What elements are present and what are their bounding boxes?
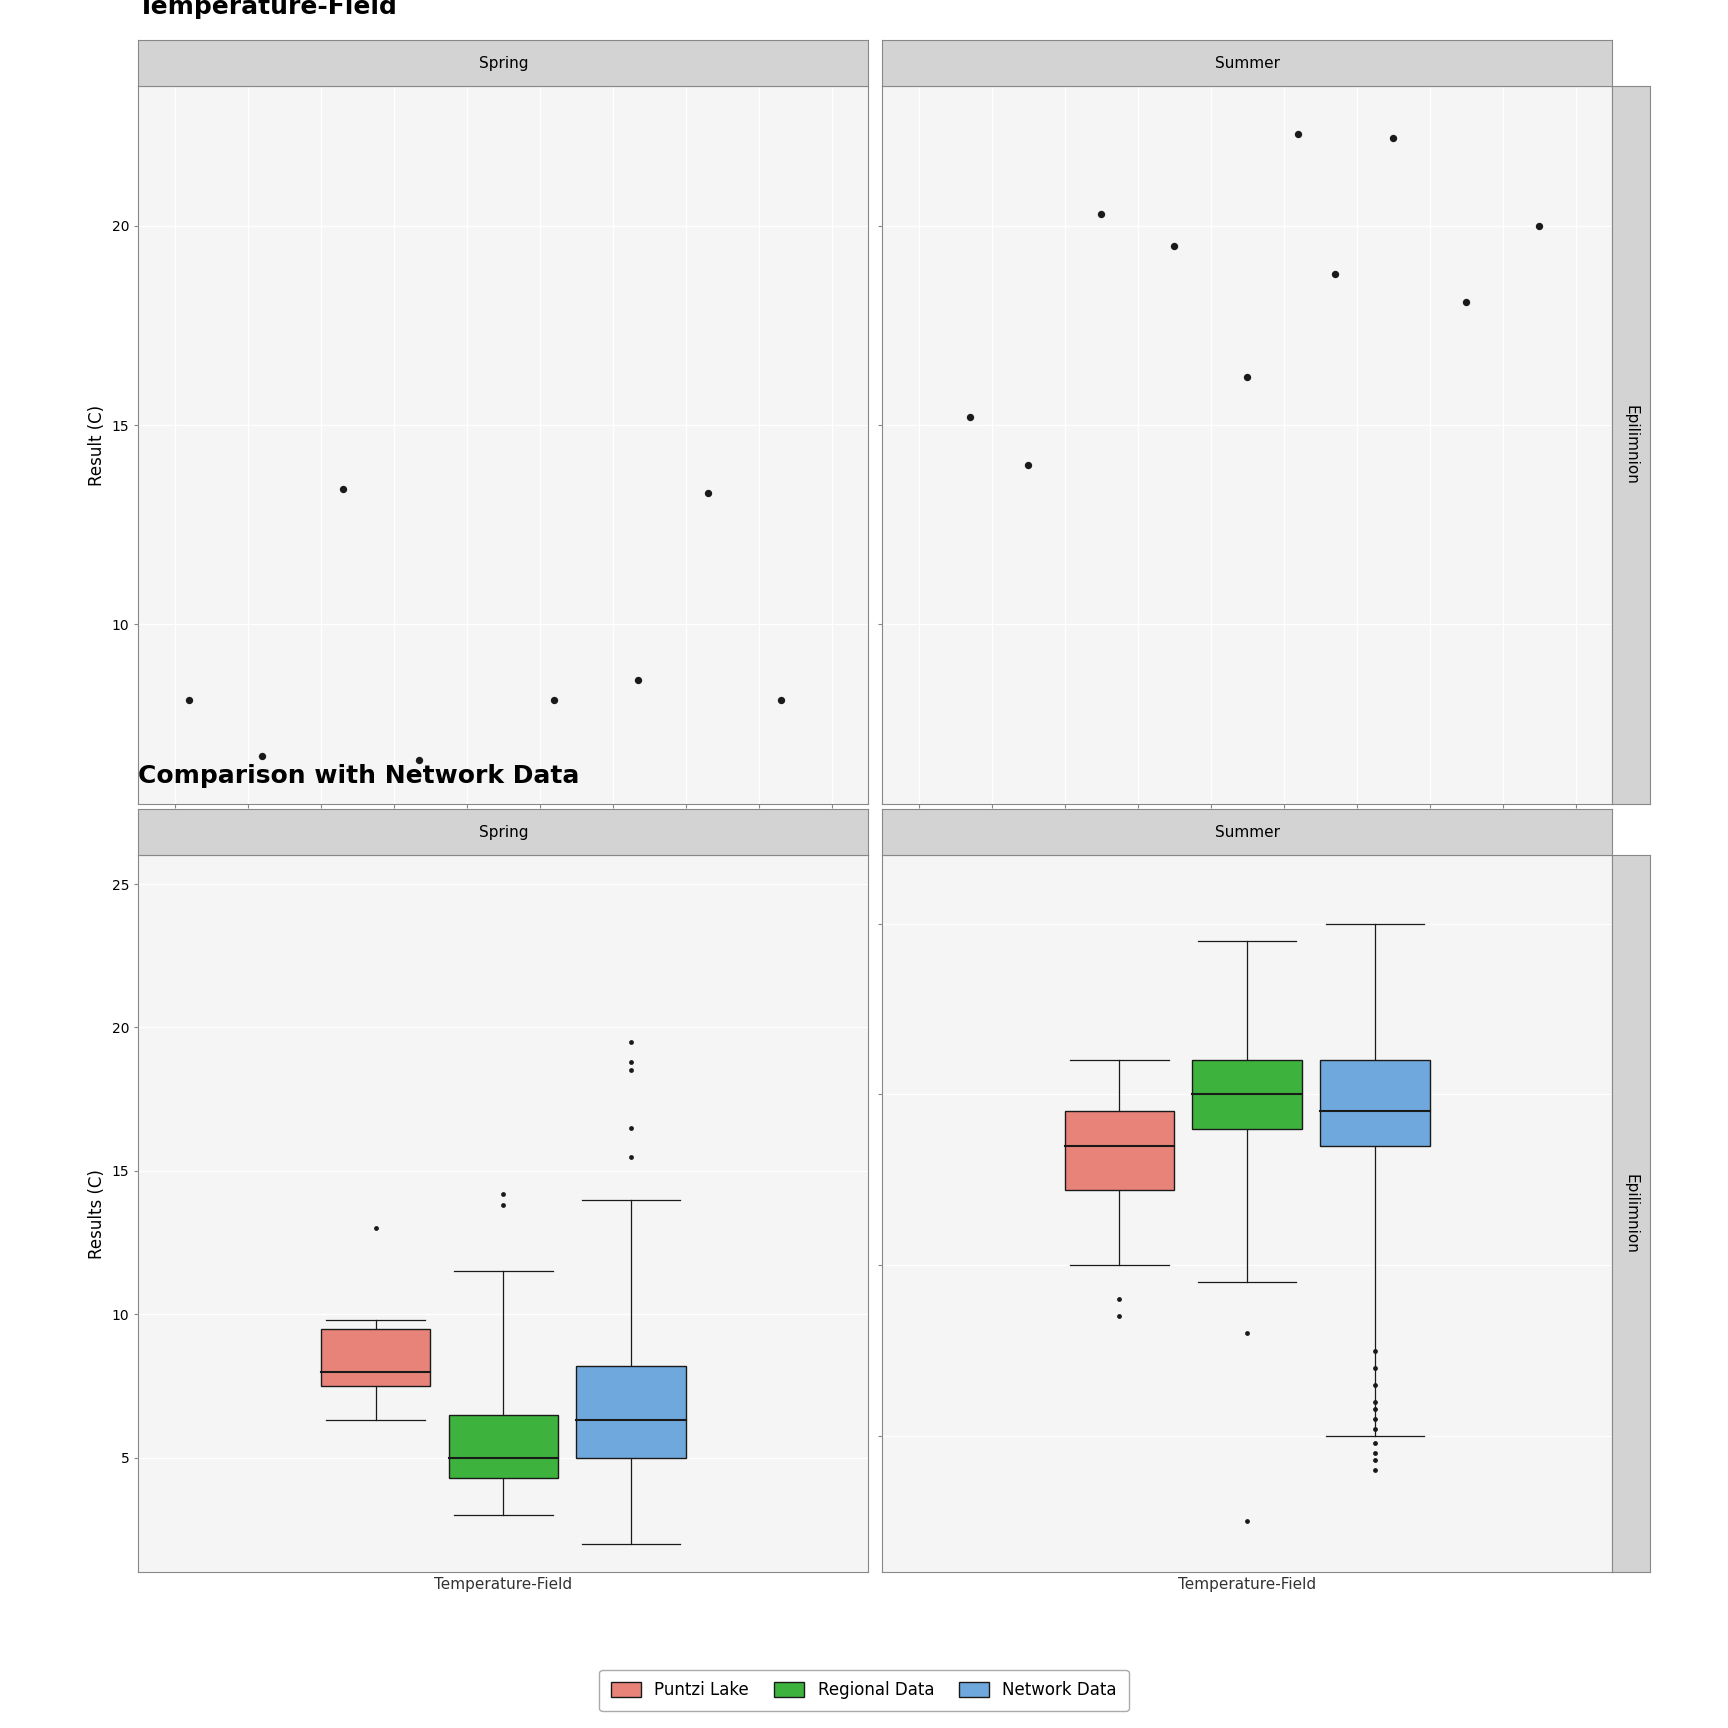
Point <box>1284 121 1312 149</box>
Bar <box>321 1329 430 1386</box>
Point <box>617 1115 645 1142</box>
Point <box>1014 451 1042 479</box>
Point <box>1362 1394 1389 1422</box>
Bar <box>575 1365 686 1458</box>
Y-axis label: Result (C): Result (C) <box>88 404 105 486</box>
Point <box>328 475 356 503</box>
Bar <box>1320 1061 1429 1146</box>
Point <box>1362 1370 1389 1398</box>
Point <box>617 1056 645 1085</box>
Point <box>1362 1429 1389 1457</box>
Point <box>249 741 276 769</box>
Point <box>1362 1388 1389 1415</box>
Point <box>767 686 795 714</box>
Point <box>1379 124 1407 152</box>
Point <box>406 746 434 774</box>
Point <box>617 1142 645 1170</box>
Point <box>956 403 983 430</box>
Point <box>361 1215 389 1242</box>
Point <box>1106 1303 1134 1331</box>
Point <box>1362 1457 1389 1484</box>
Point <box>1362 1405 1389 1433</box>
Point <box>1362 1415 1389 1443</box>
Point <box>1362 1439 1389 1467</box>
Point <box>1362 1337 1389 1365</box>
Bar <box>1064 1111 1173 1191</box>
Point <box>1106 1286 1134 1313</box>
Text: Comparison with Network Data: Comparison with Network Data <box>138 764 579 788</box>
Point <box>1362 1353 1389 1381</box>
Point <box>1234 1320 1261 1348</box>
Point <box>1526 213 1553 240</box>
Point <box>617 1049 645 1077</box>
Point <box>1362 1446 1389 1474</box>
Bar <box>1192 1061 1301 1128</box>
Point <box>1234 1507 1261 1534</box>
Point <box>176 686 204 714</box>
Legend: Puntzi Lake, Regional Data, Network Data: Puntzi Lake, Regional Data, Network Data <box>600 1669 1128 1711</box>
Point <box>1161 232 1189 259</box>
Bar <box>449 1415 558 1477</box>
Point <box>617 1028 645 1056</box>
Text: Epilimnion: Epilimnion <box>1624 404 1638 486</box>
Point <box>489 1180 517 1208</box>
Text: Temperature-Field: Temperature-Field <box>138 0 397 19</box>
Point <box>489 1192 517 1220</box>
Point <box>1234 363 1261 391</box>
Text: Epilimnion: Epilimnion <box>1624 1173 1638 1255</box>
Point <box>1087 200 1115 228</box>
Point <box>1320 259 1348 287</box>
Point <box>1453 289 1481 316</box>
Point <box>541 686 569 714</box>
Point <box>624 667 651 695</box>
Y-axis label: Results (C): Results (C) <box>88 1168 105 1260</box>
Point <box>695 479 722 506</box>
